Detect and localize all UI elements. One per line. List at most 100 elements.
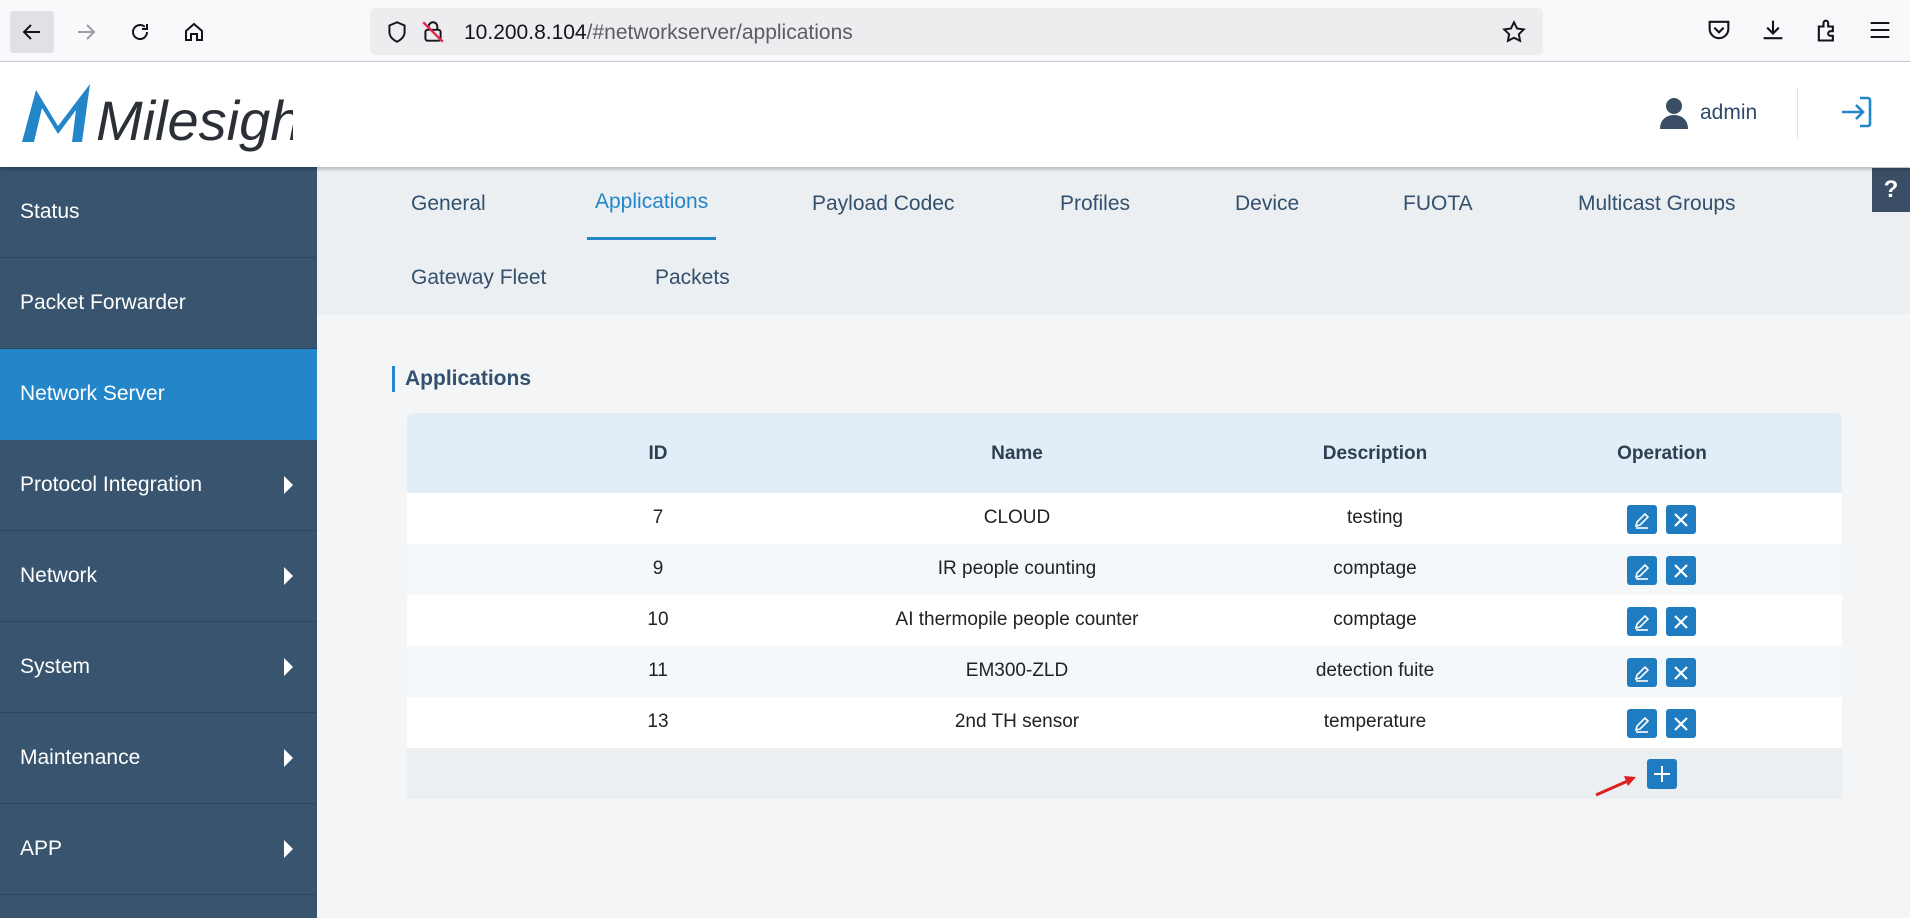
cell-description: comptage [1333,609,1417,630]
cell-id: 9 [652,558,664,579]
insecure-lock-icon[interactable] [420,19,446,45]
app-header: Milesight admin [0,62,1910,167]
caret-right-icon [284,658,293,676]
tab-payload-codec[interactable]: Payload Codec [812,191,955,215]
arrow-right-icon [78,24,96,40]
cell-description: comptage [1333,558,1417,579]
delete-button[interactable] [1666,505,1696,534]
column-header-operation: Operation [1617,443,1707,464]
tab-fuota[interactable]: FUOTA [1403,191,1473,215]
table-body: 7 CLOUD testing 9 IR people counting com… [407,493,1842,748]
sidebar: Status Packet Forwarder Network Server P… [0,167,317,918]
reload-button[interactable] [118,11,162,53]
caret-right-icon [284,840,293,858]
table-row: 13 2nd TH sensor temperature [407,697,1842,748]
cell-name: 2nd TH sensor [954,711,1080,732]
extensions-icon[interactable] [1813,16,1841,44]
pencil-icon [1634,614,1650,631]
delete-button[interactable] [1666,709,1696,738]
sidebar-item-protocol-integration[interactable]: Protocol Integration [0,440,317,531]
sidebar-item-network-server[interactable]: Network Server [0,349,317,440]
plus-icon [1654,766,1670,782]
pencil-icon [1634,563,1650,580]
table-row: 10 AI thermopile people counter comptage [407,595,1842,646]
cell-description: testing [1347,507,1403,528]
url-bar[interactable]: 10.200.8.104/#networkserver/applications [370,8,1543,55]
close-icon [1674,716,1688,731]
cell-description: detection fuite [1315,660,1435,681]
delete-button[interactable] [1666,556,1696,585]
column-header-id: ID [648,443,668,464]
column-header-description: Description [1322,443,1428,464]
url-text[interactable]: 10.200.8.104/#networkserver/applications [464,21,853,45]
tab-device[interactable]: Device [1235,191,1300,215]
menu-icon[interactable] [1866,16,1894,44]
close-icon [1674,512,1688,527]
sidebar-item-maintenance[interactable]: Maintenance [0,713,317,804]
back-button[interactable] [10,11,54,53]
bookmark-star-icon[interactable] [1501,19,1527,45]
sidebar-item-label: System [20,655,91,678]
edit-button[interactable] [1627,556,1657,585]
caret-right-icon [284,476,293,494]
cell-name: IR people counting [937,558,1097,579]
sidebar-item-app[interactable]: APP [0,804,317,895]
help-button[interactable]: ? [1872,168,1910,212]
close-icon [1674,563,1688,578]
pencil-icon [1634,665,1650,682]
sidebar-item-packet-forwarder[interactable]: Packet Forwarder [0,258,317,349]
sidebar-item-label: Network Server [20,382,165,405]
delete-button[interactable] [1666,658,1696,687]
edit-button[interactable] [1627,607,1657,636]
cell-id: 13 [647,711,669,732]
tab-multicast-groups[interactable]: Multicast Groups [1578,191,1736,215]
annotation-arrow-icon [1595,776,1636,797]
tab-gateway-fleet[interactable]: Gateway Fleet [411,265,547,289]
tab-applications[interactable]: Applications [587,167,717,240]
cell-name: EM300-ZLD [965,660,1069,681]
table-row: 11 EM300-ZLD detection fuite [407,646,1842,697]
table-row: 7 CLOUD testing [407,493,1842,544]
applications-table: ID Name Description Operation 7 CLOUD te… [407,413,1842,799]
caret-right-icon [284,749,293,767]
table-row: 9 IR people counting comptage [407,544,1842,595]
tab-profiles[interactable]: Profiles [1060,191,1131,215]
section-title: Applications [392,366,531,392]
edit-button[interactable] [1627,505,1657,534]
cell-description: temperature [1323,711,1427,732]
logout-icon[interactable] [1838,94,1874,130]
tab-bar: General Applications Payload Codec Profi… [317,167,1910,314]
sidebar-item-status[interactable]: Status [0,167,317,258]
close-icon [1674,614,1688,629]
url-host: 10.200.8.104 [464,21,587,44]
cell-name: CLOUD [983,507,1051,528]
sidebar-item-label: Protocol Integration [20,473,203,496]
pocket-icon[interactable] [1705,16,1733,44]
browser-toolbar: 10.200.8.104/#networkserver/applications [0,0,1910,62]
cell-name: AI thermopile people counter [895,609,1139,630]
url-path: /#networkserver/applications [586,21,853,44]
tab-general[interactable]: General [411,191,486,215]
forward-button[interactable] [64,11,108,53]
username: admin [1700,101,1758,124]
add-application-button[interactable] [1647,759,1677,789]
home-icon [185,22,203,41]
column-header-name: Name [991,443,1043,464]
sidebar-item-network[interactable]: Network [0,531,317,622]
reload-icon [132,24,148,40]
cell-id: 11 [648,660,668,681]
shield-icon[interactable] [384,19,410,45]
user-menu[interactable]: admin [1658,96,1757,130]
download-icon[interactable] [1759,16,1787,44]
tab-packets[interactable]: Packets [655,265,730,289]
sidebar-item-system[interactable]: System [0,622,317,713]
home-button[interactable] [172,11,216,53]
sidebar-item-label: APP [20,837,63,860]
close-icon [1674,665,1688,680]
edit-button[interactable] [1627,658,1657,687]
sidebar-item-label: Status [20,200,80,223]
delete-button[interactable] [1666,607,1696,636]
edit-button[interactable] [1627,709,1657,738]
sidebar-item-label: Maintenance [20,746,141,769]
caret-right-icon [284,567,293,585]
